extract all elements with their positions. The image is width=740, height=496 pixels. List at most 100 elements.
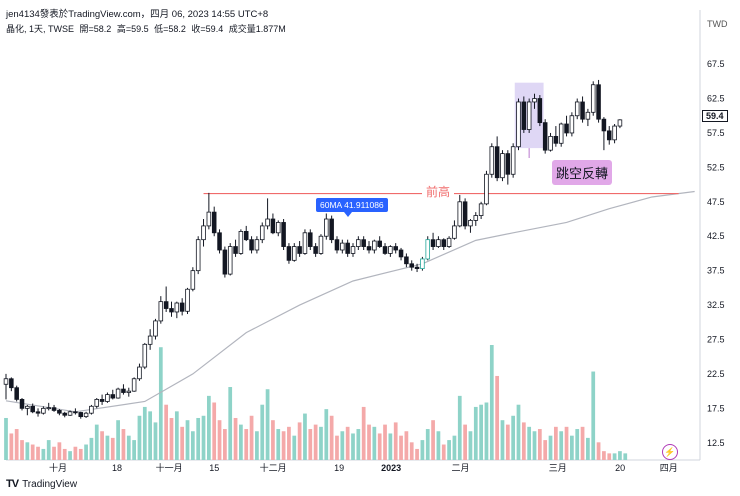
candle-body — [473, 215, 479, 221]
candle-body — [19, 399, 25, 409]
volume-bar — [68, 451, 72, 460]
candle-body — [174, 302, 180, 313]
time-tick-label: 四月 — [660, 463, 678, 473]
candle-body — [35, 411, 41, 414]
candle-body — [78, 412, 84, 418]
volume-bar — [25, 442, 30, 460]
volume-bar — [116, 420, 120, 460]
volume-bar — [489, 345, 494, 460]
candle-body — [350, 246, 356, 254]
volume-bar — [233, 417, 238, 460]
volume-bar — [415, 448, 419, 460]
candle-body — [510, 146, 516, 175]
volume-bar — [287, 426, 291, 460]
lightning-icon[interactable]: ⚡ — [662, 444, 678, 460]
volume-bar — [9, 433, 14, 460]
volume-bar — [14, 429, 19, 460]
volume-bar — [495, 375, 500, 460]
volume-bar — [452, 435, 457, 460]
volume-bar — [255, 431, 259, 460]
volume-bar — [596, 442, 601, 460]
volume-bar — [281, 431, 286, 460]
volume-bar — [367, 424, 371, 460]
candle-body — [462, 201, 468, 227]
volume-bar — [500, 420, 505, 460]
volume-bar — [532, 431, 537, 460]
candle-body — [446, 237, 452, 247]
price-tick-label: 57.5 — [707, 128, 725, 138]
volume-bar — [505, 424, 510, 460]
candle-body — [217, 232, 222, 251]
candle-body — [137, 366, 142, 380]
candle-body — [516, 101, 521, 148]
volume-bar — [164, 404, 169, 460]
volume-bar — [190, 431, 195, 460]
candle-body — [308, 232, 313, 247]
time-tick-label: 十二月 — [260, 462, 287, 473]
volume-bar — [313, 424, 318, 460]
volume-bar — [100, 431, 104, 460]
candle-body — [558, 123, 564, 144]
volume-bar — [239, 424, 243, 460]
candle-body — [73, 411, 78, 414]
candle-body — [163, 301, 169, 309]
volume-bar — [372, 426, 377, 460]
volume-bar — [94, 424, 99, 460]
candle-body — [286, 246, 292, 261]
candle-body — [297, 246, 302, 254]
candle-body — [243, 231, 249, 241]
ohlc-legend: 晶化, 1天, TWSE 開=58.2 高=59.5 低=58.2 收=59.4… — [6, 22, 289, 35]
candle-body — [14, 387, 19, 400]
candle-body — [382, 246, 388, 254]
candle-body — [46, 407, 51, 410]
volume-bar — [570, 435, 574, 460]
tradingview-footer[interactable]: TV TradingView — [6, 478, 77, 490]
candle-body — [542, 122, 548, 151]
volume-bar — [185, 420, 190, 460]
tradingview-brand: TradingView — [22, 478, 78, 490]
volume-bar — [521, 422, 526, 460]
volume-bar — [265, 389, 270, 460]
candle-body — [366, 246, 372, 251]
symbol-label[interactable]: 晶化, 1天, TWSE — [6, 24, 75, 34]
candle-body — [201, 225, 206, 241]
candle-body — [25, 405, 30, 409]
volume-bar — [602, 451, 606, 460]
volume-bar — [84, 444, 88, 460]
candle-body — [505, 153, 511, 175]
candle-body — [580, 101, 585, 120]
volume-bar — [607, 453, 612, 460]
price-tick-label: 17.5 — [707, 403, 725, 413]
price-tick-label: 62.5 — [707, 94, 725, 104]
candle-body — [329, 218, 334, 241]
candle-body — [345, 242, 350, 254]
candle-body — [564, 123, 569, 134]
low-value: 低=58.2 — [154, 24, 186, 34]
volume-bar — [393, 422, 398, 460]
time-tick-label: 十一月 — [156, 462, 183, 473]
volume-bar — [511, 415, 516, 460]
volume-bar — [303, 413, 307, 460]
volume-bar — [36, 446, 40, 460]
volume-bar — [319, 426, 323, 460]
volume-bar — [404, 431, 409, 460]
volume-bar — [148, 411, 153, 460]
candle-body — [249, 239, 254, 251]
candle-body — [409, 263, 414, 268]
candle-body — [468, 219, 473, 227]
candle-body — [489, 146, 495, 175]
volume-bar — [41, 448, 46, 460]
volume-bar — [345, 426, 350, 460]
currency-label: TWD — [707, 19, 728, 29]
candle-body — [553, 135, 559, 144]
candle-body — [94, 399, 100, 407]
candle-body — [601, 118, 607, 132]
volume-bar — [52, 446, 56, 460]
time-tick-label: 15 — [209, 463, 219, 473]
volume-bar — [244, 429, 249, 460]
candle-body — [452, 225, 457, 239]
previous-high-label: 前高 — [422, 183, 455, 200]
volume-bar — [260, 404, 265, 460]
candle-body — [67, 411, 73, 416]
